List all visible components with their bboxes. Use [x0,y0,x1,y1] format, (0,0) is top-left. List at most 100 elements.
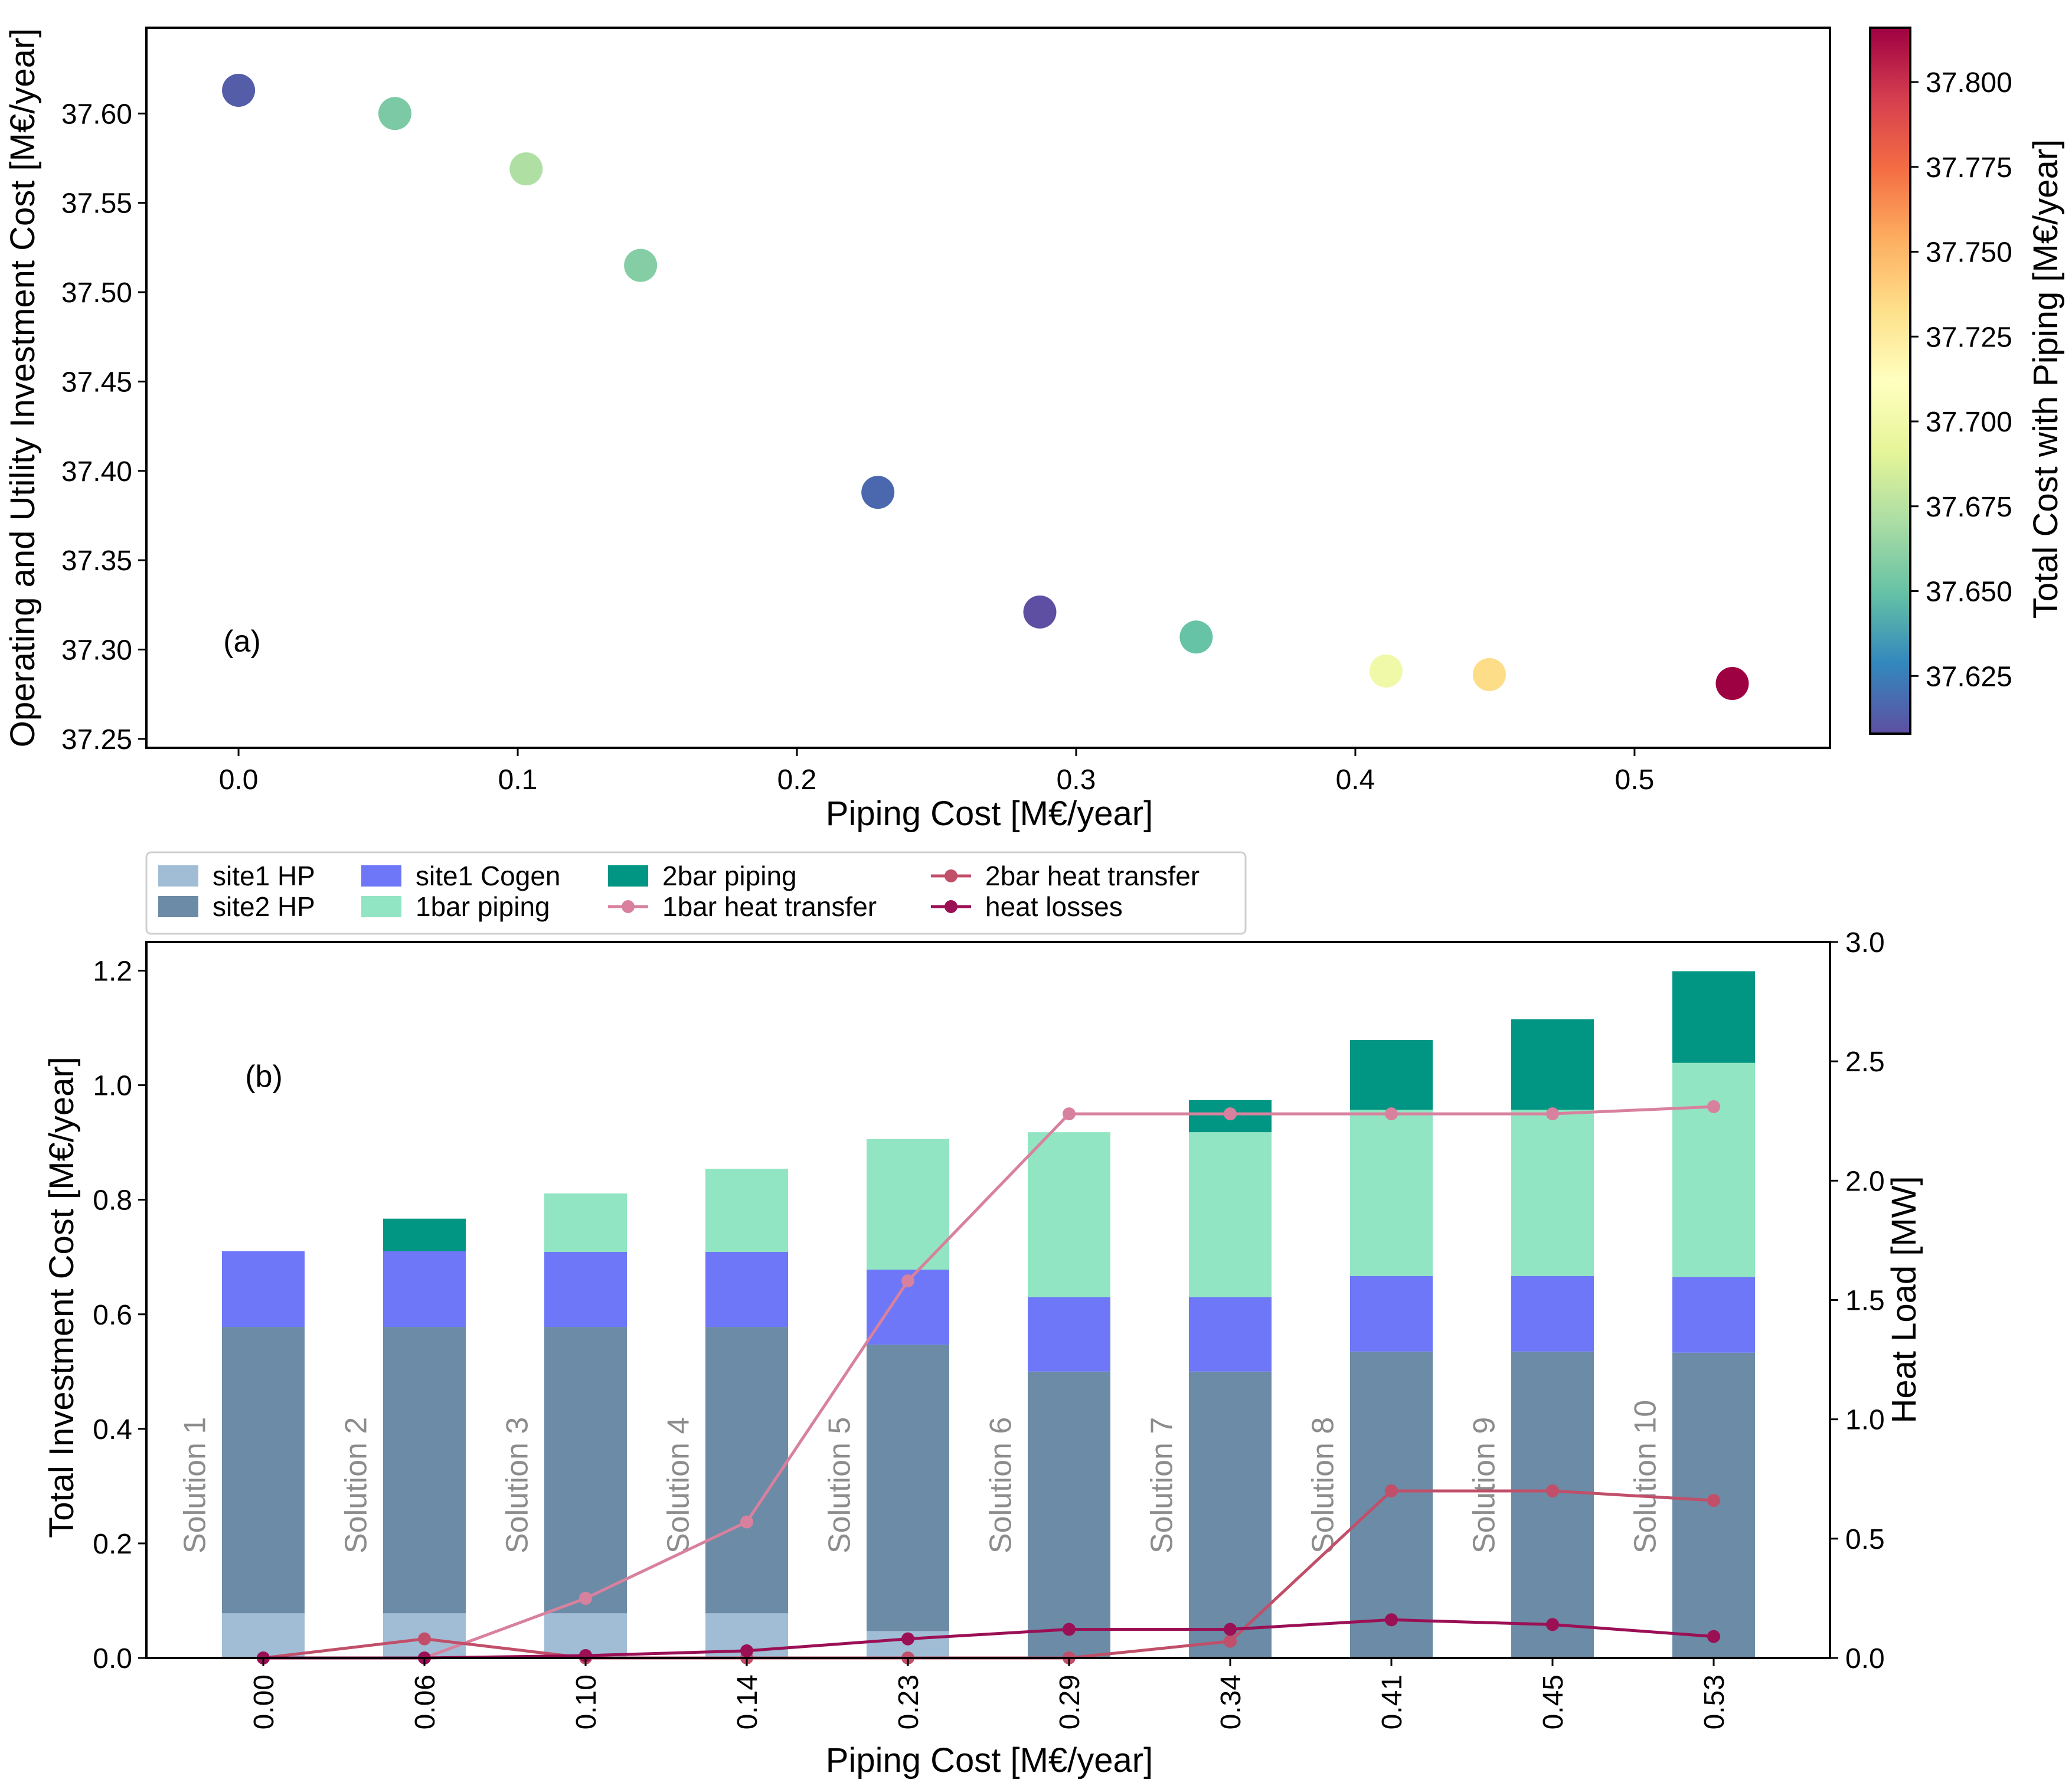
scatter-y-tick-label: 37.60 [61,99,132,130]
colorbar-frame [1869,27,1911,735]
solution-label-8: Solution 8 [1306,1417,1341,1553]
scatter-plot-area [146,28,1830,748]
marker-1bar-heat-transfer-10 [1707,1100,1720,1113]
scatter-x-tick-label: 0.4 [1336,764,1375,796]
legend-label-1bar-heat-transfer: 1bar heat transfer [662,891,877,922]
scatter-x-tick-label: 0.5 [1615,764,1655,796]
marker-2bar-heat-transfer-8 [1385,1484,1398,1497]
bar-site1-cogen-6 [1028,1297,1110,1372]
solution-label-7: Solution 7 [1145,1417,1179,1553]
bar-site1-cogen-4 [705,1251,788,1327]
scatter-point-2 [378,97,411,130]
legend-marker-2bar-heat-transfer [945,869,957,882]
bar-x-tick-label: 0.23 [893,1674,924,1729]
scatter-panel: 0.0 0.1 0.2 0.3 0.4 0.5 37.25 37.30 37.35 37.40 3… [4,27,1831,833]
bar-site2-hp-5 [867,1345,949,1631]
colorbar-tick-label: 37.725 [1926,322,2012,353]
marker-1bar-heat-transfer-3 [579,1591,592,1605]
bar-site2-hp-8 [1350,1351,1433,1658]
legend-label-site2-hp: site2 HP [213,891,315,922]
bar-site1-hp-1 [222,1613,305,1658]
solution-label-2: Solution 2 [339,1417,374,1553]
bar-y2-tick-label: 0.0 [1845,1643,1885,1674]
scatter-plot-frame [145,27,1831,749]
bar-y-tick-label: 0.6 [93,1300,132,1331]
scatter-point-4 [624,248,658,282]
bar-1bar-piping-9 [1511,1110,1594,1276]
legend-swatch-1bar-piping [361,896,401,917]
scatter-point-8 [1369,654,1403,688]
bar-1bar-piping-3 [544,1193,627,1252]
scatter-point-1 [222,73,256,107]
bar-2bar-piping-9 [1511,1019,1594,1110]
solution-label-1: Solution 1 [178,1417,213,1553]
bar-site2-hp-3 [544,1327,627,1614]
bar-x-tick-label: 0.06 [410,1674,441,1729]
colorbar-tick-label: 37.625 [1926,661,2012,692]
bar-site1-cogen-7 [1189,1297,1272,1372]
bar-site1-cogen-8 [1350,1275,1433,1352]
marker-1bar-heat-transfer-4 [740,1515,753,1529]
legend-swatch-site1-cogen [361,865,401,887]
marker-heat-losses-10 [1707,1630,1720,1643]
marker-2bar-heat-transfer-7 [1224,1634,1237,1648]
bar-site1-cogen-10 [1672,1277,1755,1353]
bar-y2-axis-label: Heat Load [MW] [1885,1176,1923,1423]
bar-y-tick-label: 1.2 [93,956,132,987]
scatter-x-tick-label: 0.3 [1057,764,1096,796]
bar-panel: Solution 1 Solution 2 Solution 3 Solution 4… [43,851,1923,1780]
colorbar-gradient [1870,28,1910,734]
colorbar-tick-label: 37.650 [1926,577,2012,608]
bar-site2-hp-4 [705,1327,788,1614]
legend-label-2bar-heat-transfer: 2bar heat transfer [985,861,1200,891]
bar-site2-hp-7 [1189,1371,1272,1658]
marker-heat-losses-5 [901,1632,914,1646]
bar-site1-cogen-9 [1511,1275,1594,1352]
bar-site1-cogen-3 [544,1251,627,1327]
marker-2bar-heat-transfer-10 [1707,1494,1720,1507]
bar-y-axis-label: Total Investment Cost [M€/year] [43,1057,81,1538]
scatter-point-3 [509,152,543,186]
solution-label-5: Solution 5 [823,1417,857,1553]
scatter-y-tick-label: 37.40 [61,456,132,488]
colorbar-tick-label: 37.800 [1926,67,2012,99]
bar-site1-cogen-2 [383,1251,466,1327]
marker-1bar-heat-transfer-9 [1546,1107,1559,1121]
bar-x-tick-label: 0.53 [1699,1674,1730,1729]
bar-y-tick-label: 0.4 [93,1414,132,1445]
bar-y2-tick-label: 0.5 [1845,1524,1885,1555]
scatter-x-tick-label: 0.0 [219,764,259,796]
solution-label-6: Solution 6 [984,1417,1018,1553]
bar-y2-tick-label: 1.5 [1845,1286,1885,1317]
bar-2bar-piping-10 [1672,971,1755,1063]
legend-swatch-2bar-piping [608,865,648,887]
bar-y2-tick-label: 2.0 [1845,1166,1885,1197]
legend-marker-1bar-heat-transfer [622,900,635,913]
scatter-y-tick-label: 37.45 [61,367,132,398]
scatter-point-10 [1715,667,1749,701]
marker-heat-losses-8 [1385,1613,1398,1627]
marker-1bar-heat-transfer-8 [1385,1107,1398,1121]
bar-site2-hp-2 [383,1327,466,1614]
bar-x-tick-label: 0.34 [1215,1674,1247,1729]
scatter-y-axis-label: Operating and Utility Investment Cost [M… [4,28,42,748]
scatter-x-tick-label: 0.1 [498,764,538,796]
marker-heat-losses-4 [740,1644,753,1657]
solution-label-4: Solution 4 [662,1417,696,1553]
marker-heat-losses-7 [1224,1623,1237,1636]
bar-y-tick-label: 1.0 [93,1071,132,1102]
solution-label-9: Solution 9 [1468,1417,1502,1553]
scatter-y-tick-label: 37.30 [61,635,132,666]
bar-x-tick-label: 0.45 [1538,1674,1569,1729]
bar-site2-hp-1 [222,1327,305,1614]
bar-y2-tick-label: 3.0 [1845,927,1885,959]
marker-1bar-heat-transfer-7 [1224,1107,1237,1121]
scatter-y-tick-label: 37.55 [61,188,132,220]
legend-marker-heat-losses [945,900,957,913]
bar-1bar-piping-4 [705,1169,788,1252]
colorbar: 37.625 37.650 37.675 37.700 37.725 37.750 37.7… [1869,27,2065,735]
bar-panel-label: (b) [245,1059,283,1094]
scatter-point-5 [861,476,895,509]
bar-1bar-piping-7 [1189,1132,1272,1297]
